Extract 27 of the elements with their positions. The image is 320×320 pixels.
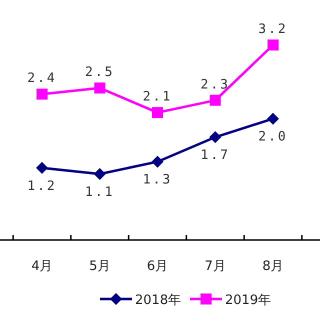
point: [152, 107, 163, 118]
data-label: 2.3: [200, 77, 230, 92]
point: [94, 82, 106, 94]
point: [210, 94, 221, 106]
data-label: 1.1: [85, 185, 114, 200]
data-label: 3.2: [258, 22, 288, 37]
data-label: 1.3: [142, 172, 172, 188]
point: [152, 156, 164, 168]
x-tick-label: 8月: [262, 259, 284, 274]
x-tick-label: 6月: [146, 259, 168, 274]
legend-label: 2019年: [225, 293, 272, 308]
data-label: 2.5: [85, 65, 114, 80]
point: [36, 88, 48, 100]
point: [268, 40, 278, 50]
data-label: 1.7: [200, 148, 230, 164]
point: [36, 162, 48, 174]
data-label: 2.4: [27, 71, 57, 86]
x-tick-label: 7月: [204, 259, 226, 274]
x-tick-label: 4月: [31, 259, 53, 274]
x-tick-label: 5月: [89, 259, 110, 274]
point: [209, 131, 222, 144]
point: [267, 112, 279, 125]
point: [94, 168, 106, 180]
data-label: 2.0: [258, 130, 288, 145]
data-label: 1.2: [27, 178, 57, 194]
data-label: 2.1: [142, 90, 172, 105]
legend-label: 2018年: [135, 293, 182, 308]
